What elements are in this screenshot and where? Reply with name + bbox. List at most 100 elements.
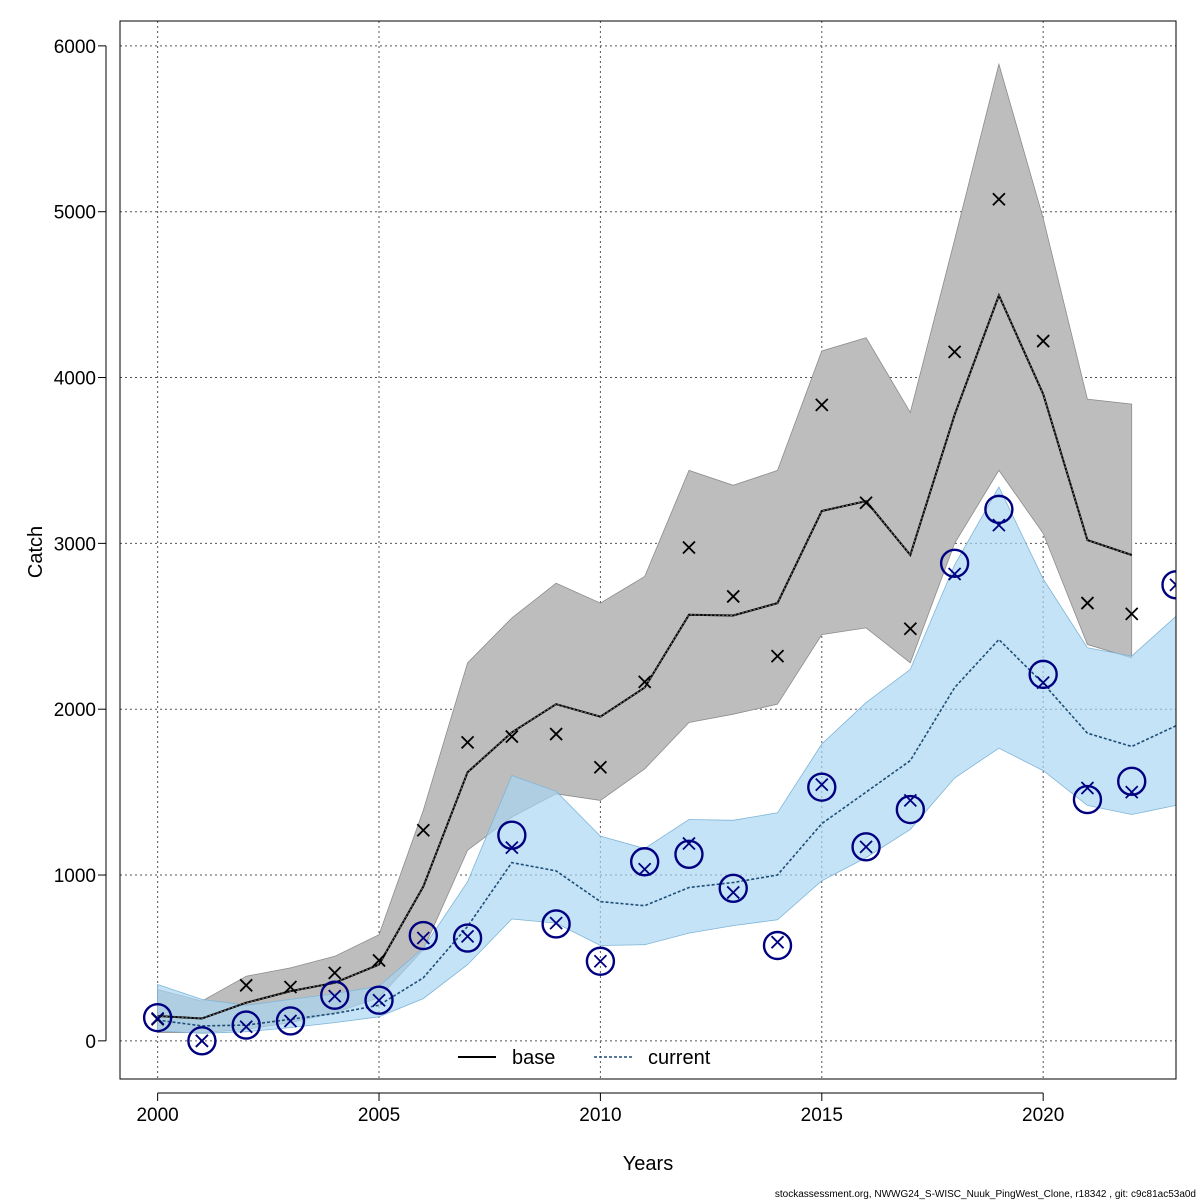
current-observed-point bbox=[1117, 766, 1147, 797]
x-tick-label: 2015 bbox=[801, 1105, 843, 1126]
current-predicted-point bbox=[815, 778, 829, 792]
base-observed-point bbox=[372, 953, 386, 968]
current-predicted-point-b bbox=[593, 954, 608, 968]
current-predicted-point-b bbox=[770, 935, 785, 949]
base-observed-point-b bbox=[638, 675, 652, 689]
y-tick-label: 1000 bbox=[54, 866, 96, 887]
current-observed-point bbox=[762, 930, 793, 961]
current-predicted-point bbox=[947, 567, 962, 581]
base-observed-point-b bbox=[328, 966, 342, 980]
current-predicted-point bbox=[593, 954, 608, 968]
base-observed-point-b bbox=[682, 540, 696, 555]
current-predicted-point bbox=[859, 840, 873, 854]
base-observed-point bbox=[815, 398, 829, 412]
legend-current-label: current bbox=[648, 1047, 711, 1069]
current-observed-point bbox=[585, 946, 616, 976]
current-observed-point bbox=[231, 1010, 261, 1040]
current-band bbox=[157, 486, 1176, 1034]
current-predicted-point-b bbox=[328, 989, 342, 1003]
legend: base current bbox=[458, 1047, 711, 1069]
current-predicted-point bbox=[372, 993, 386, 1007]
base-observed-point bbox=[416, 823, 430, 837]
base-observed-point-b bbox=[549, 727, 563, 741]
current-observed-point bbox=[320, 980, 350, 1010]
base-observed-point-b bbox=[283, 980, 298, 994]
current-predicted-point bbox=[638, 862, 652, 876]
current-predicted-point-b bbox=[150, 1011, 165, 1026]
base-observed-point-b bbox=[770, 649, 785, 663]
current-predicted-point bbox=[770, 935, 785, 949]
current-observed-point bbox=[142, 1002, 173, 1033]
current-observed-point bbox=[187, 1026, 217, 1056]
current-observed-point bbox=[275, 1006, 306, 1036]
current-predicted-point-b bbox=[815, 778, 829, 792]
current-predicted-point bbox=[549, 916, 563, 930]
base-observed-point-b bbox=[726, 589, 740, 604]
current-observed-point bbox=[1072, 784, 1103, 815]
current-predicted-point-a bbox=[1169, 578, 1176, 587]
current-predicted-point-b bbox=[638, 862, 652, 876]
current-predicted-point bbox=[1125, 785, 1139, 799]
base-observed-point-b bbox=[947, 345, 962, 359]
current-predicted-point bbox=[328, 989, 342, 1003]
base-observed-point bbox=[593, 760, 608, 774]
current-observed-point bbox=[807, 772, 837, 802]
y-tick-label: 3000 bbox=[54, 534, 96, 555]
base-observed-point bbox=[1036, 334, 1050, 348]
current-predicted-point bbox=[1169, 578, 1176, 592]
base-observed-point bbox=[992, 192, 1006, 206]
confidence-bands bbox=[157, 62, 1176, 1034]
y-axis-title: Catch bbox=[25, 526, 47, 578]
base-observed-point-b bbox=[239, 978, 253, 992]
current-fit-line bbox=[157, 638, 1176, 1027]
y-tick-label: 6000 bbox=[54, 37, 96, 58]
base-observed-point-b bbox=[460, 735, 475, 750]
current-observed-point bbox=[541, 909, 571, 939]
current-predicted-point bbox=[239, 1020, 253, 1034]
base-observed-point bbox=[460, 735, 475, 750]
current-predicted-point bbox=[195, 1034, 209, 1048]
current-observed-point bbox=[452, 923, 483, 953]
base-observed-point-b bbox=[903, 622, 917, 636]
current-predicted-point bbox=[460, 929, 475, 944]
current-observed-point bbox=[497, 820, 527, 850]
data-points bbox=[142, 192, 1176, 1056]
current-observed-point bbox=[939, 548, 970, 578]
base-observed-point bbox=[283, 980, 298, 994]
current-predicted-point-b bbox=[195, 1034, 209, 1048]
base-observed-point-b bbox=[992, 192, 1006, 206]
current-predicted-point-b bbox=[416, 931, 430, 945]
current-predicted-point-b bbox=[1169, 583, 1176, 592]
base-observed-point bbox=[726, 589, 740, 604]
base-observed-point-b bbox=[1080, 596, 1095, 610]
current-predicted-point-b bbox=[682, 836, 696, 851]
current-observed-point bbox=[718, 873, 748, 903]
base-observed-point bbox=[947, 345, 962, 359]
x-tick-label: 2010 bbox=[579, 1105, 621, 1126]
x-tick-label: 2005 bbox=[358, 1105, 400, 1126]
x-tick-label: 2000 bbox=[136, 1105, 178, 1126]
current-predicted-point bbox=[682, 836, 696, 851]
base-observed-point-b bbox=[859, 496, 873, 510]
current-observed-point bbox=[1161, 570, 1176, 600]
current-predicted-point-b bbox=[239, 1020, 253, 1034]
current-predicted-point-b bbox=[1080, 781, 1095, 795]
footer-source: stockassessment.org, NWWG24_S-WISC_Nuuk_… bbox=[775, 1189, 1196, 1200]
base-observed-point bbox=[549, 727, 563, 741]
base-observed-point bbox=[770, 649, 785, 663]
current-predicted-point-b bbox=[726, 885, 740, 900]
x-tick-label: 2020 bbox=[1022, 1105, 1064, 1126]
base-observed-point-b bbox=[372, 953, 386, 968]
current-predicted-point-b bbox=[460, 929, 475, 944]
x-axis-title: Years bbox=[623, 1153, 673, 1175]
base-observed-point bbox=[682, 540, 696, 555]
current-observed-point bbox=[674, 839, 704, 869]
base-observed-point bbox=[859, 496, 873, 510]
base-observed-point bbox=[505, 729, 519, 744]
current-predicted-point-b bbox=[947, 567, 962, 581]
base-observed-point-b bbox=[815, 398, 829, 412]
y-tick-label: 5000 bbox=[54, 203, 96, 224]
current-observed-point bbox=[984, 494, 1014, 525]
current-predicted-point-b bbox=[283, 1014, 298, 1028]
fit-lines bbox=[157, 292, 1176, 1027]
